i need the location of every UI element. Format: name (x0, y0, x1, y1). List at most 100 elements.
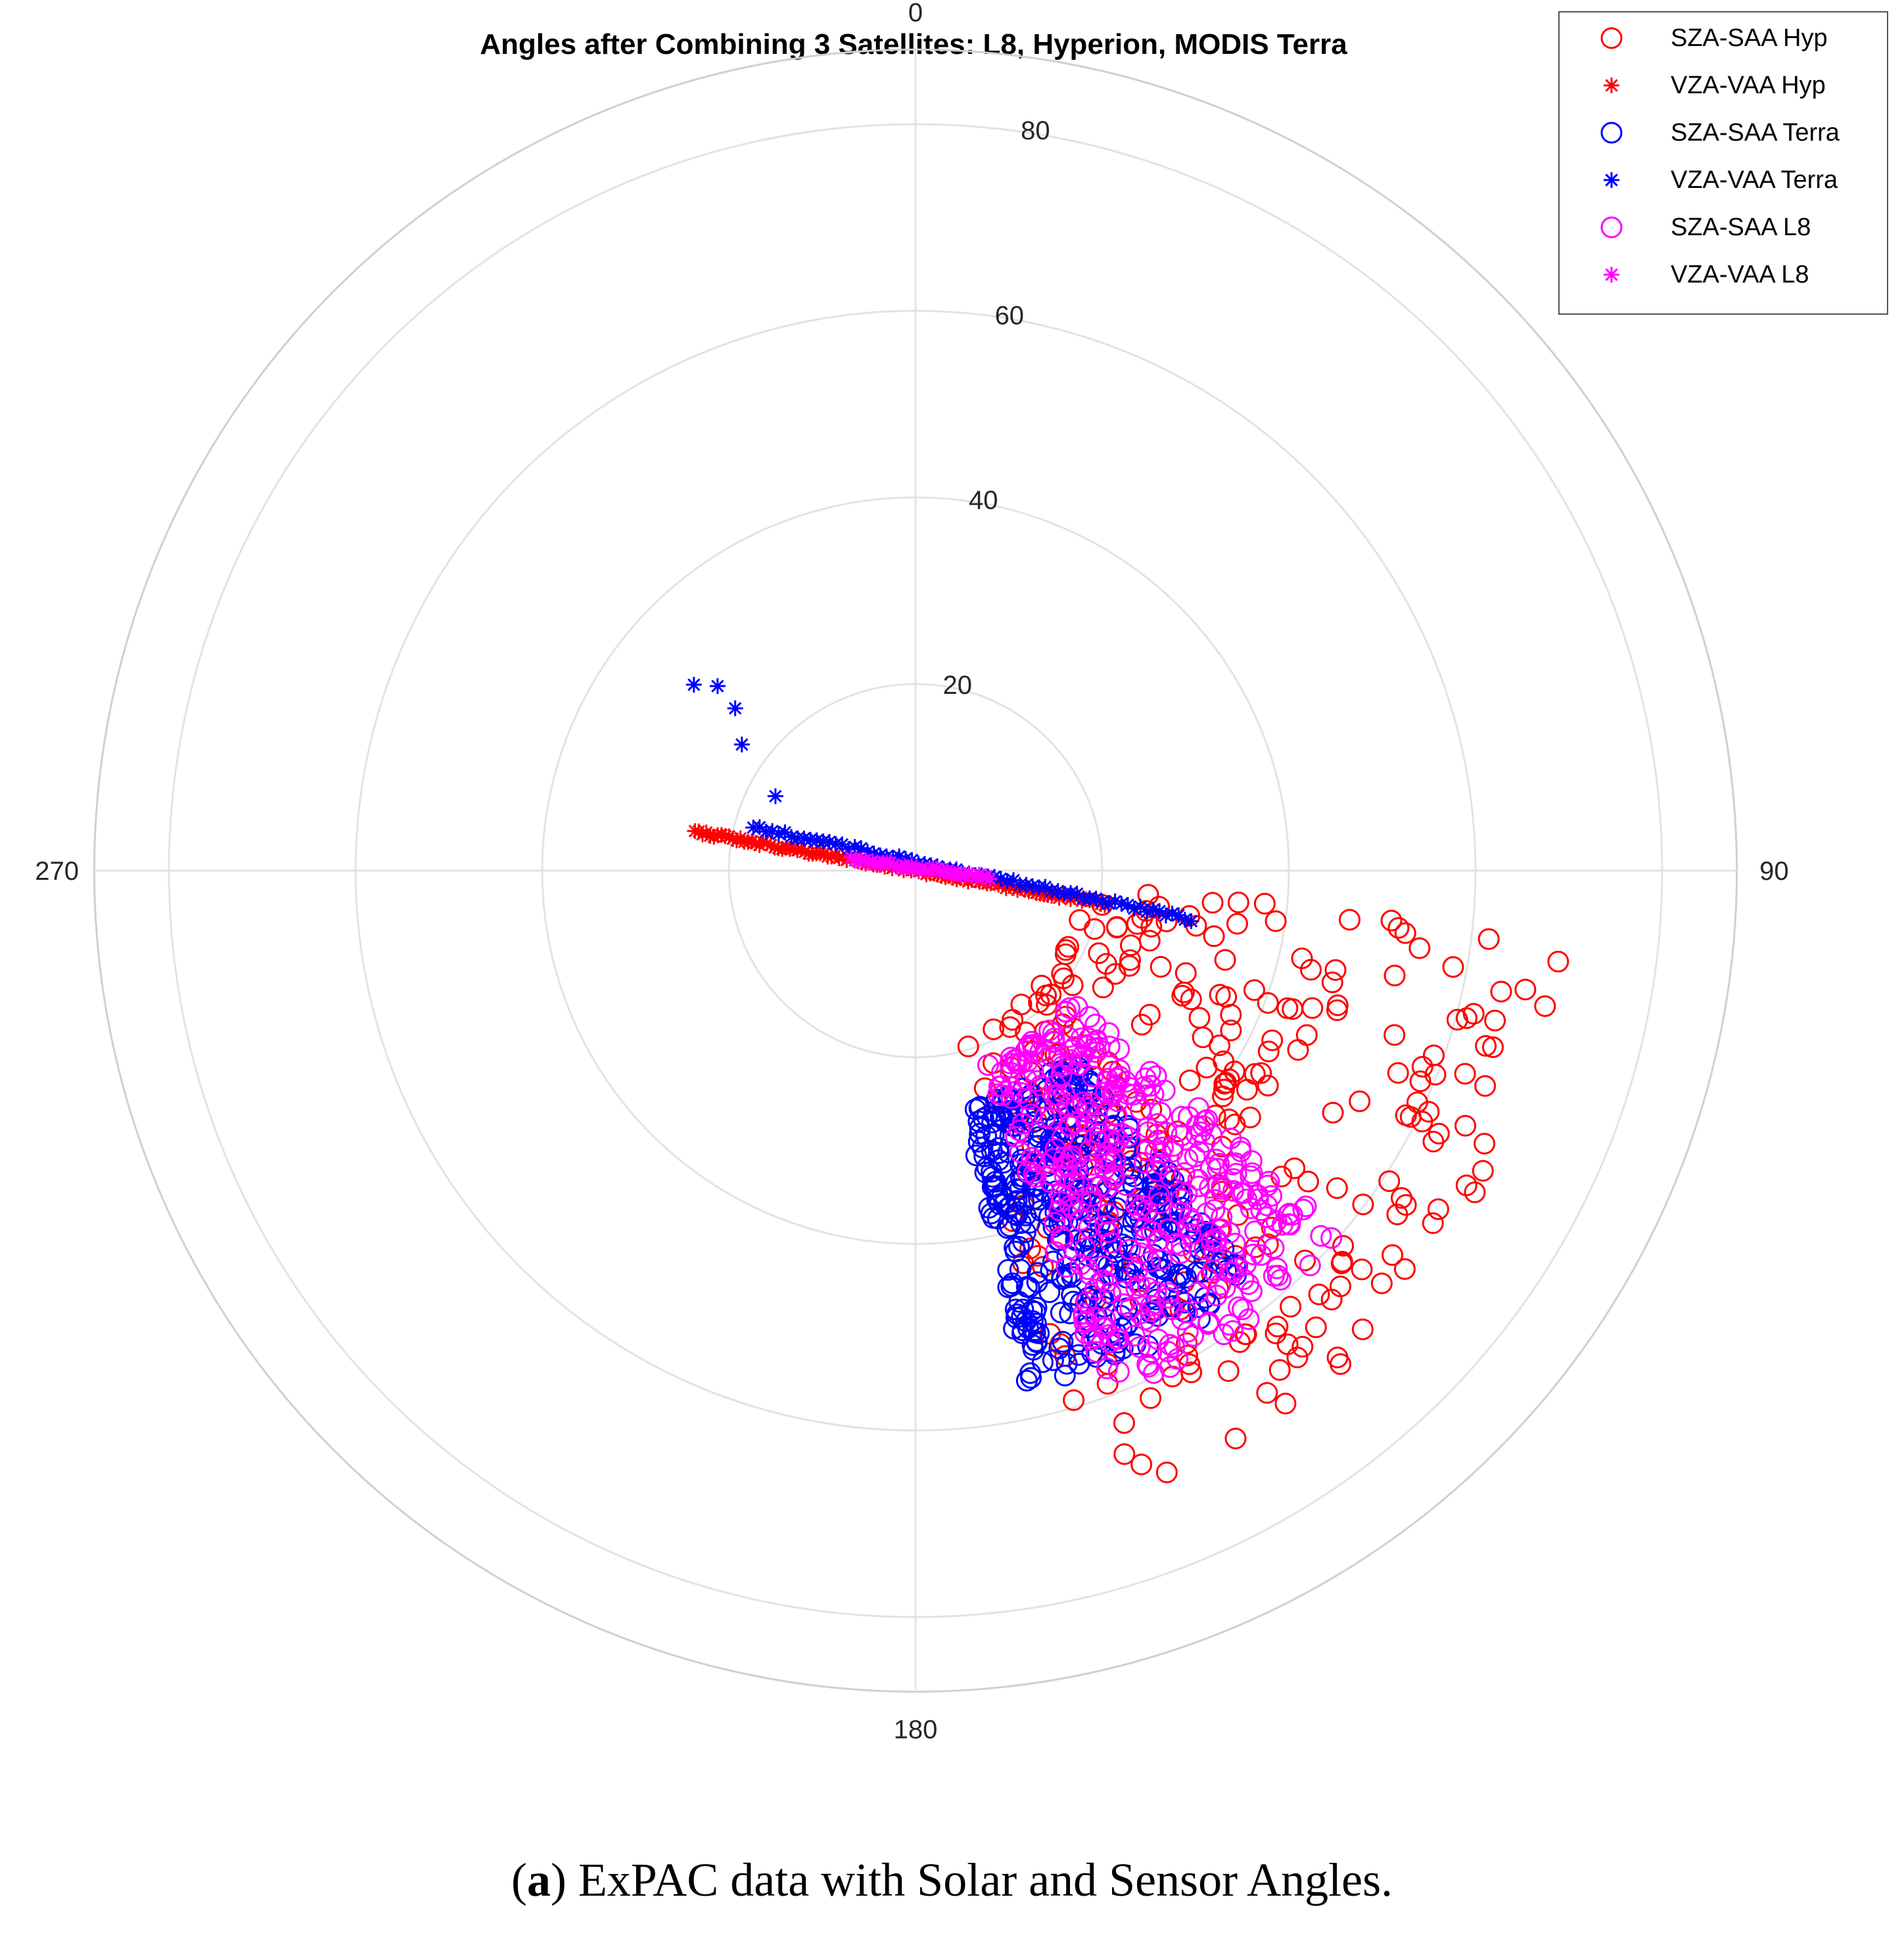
r-tick-label: 80 (1021, 116, 1050, 145)
data-point (1454, 1063, 1476, 1085)
data-point (1161, 1298, 1183, 1321)
data-point (767, 788, 783, 804)
data-point (992, 1152, 1015, 1174)
data-point (1261, 1029, 1284, 1051)
data-point (1225, 1162, 1247, 1185)
data-point (1080, 1092, 1102, 1114)
data-point (1076, 1227, 1098, 1250)
series-vza-vaa-terra (685, 677, 1199, 929)
data-point (1324, 959, 1347, 981)
data-point (1107, 1361, 1130, 1383)
data-point (1171, 984, 1194, 1007)
data-point (1604, 78, 1619, 93)
data-point (1070, 1190, 1092, 1212)
data-point (1056, 1256, 1078, 1278)
data-point (1442, 956, 1464, 978)
data-point (1217, 1360, 1240, 1383)
data-point (1424, 1063, 1447, 1086)
data-point (1268, 1359, 1291, 1381)
data-point (1082, 1154, 1104, 1176)
data-point (1063, 1171, 1085, 1193)
legend-label: VZA-VAA Hyp (1671, 72, 1826, 99)
data-point (1190, 1261, 1213, 1283)
data-point (1079, 1006, 1101, 1028)
r-tick-label: 60 (995, 301, 1025, 330)
data-point (1155, 1461, 1178, 1484)
data-point (1080, 1191, 1102, 1213)
data-point (1062, 1198, 1084, 1220)
data-point (1224, 1427, 1247, 1450)
data-point (1049, 1183, 1071, 1205)
data-point (1117, 1083, 1139, 1105)
data-point (1017, 1034, 1040, 1057)
data-point (1052, 1156, 1075, 1179)
data-point (1455, 1007, 1477, 1030)
data-point (1015, 1068, 1038, 1091)
data-point (1145, 1289, 1167, 1311)
data-point (1140, 1074, 1162, 1097)
data-point (1395, 1194, 1417, 1216)
data-point (1300, 959, 1322, 981)
data-point (1028, 991, 1050, 1013)
data-point (1240, 1280, 1263, 1302)
data-point (1021, 1147, 1043, 1169)
data-point (1029, 1041, 1052, 1063)
data-point (1082, 1065, 1104, 1087)
data-point (1074, 1237, 1096, 1260)
tick-labels: 0 90 180 270 20 40 60 80 (35, 0, 1788, 1744)
data-point (1149, 1142, 1172, 1164)
data-point (969, 1116, 991, 1139)
data-point (1098, 1036, 1121, 1058)
data-point (1149, 1258, 1172, 1280)
data-point (1201, 1229, 1223, 1252)
data-point (1145, 902, 1161, 918)
data-point (1176, 1183, 1198, 1205)
data-point (1159, 1165, 1181, 1187)
data-point (1222, 1153, 1244, 1176)
data-point (1044, 1241, 1067, 1264)
data-point (1203, 925, 1225, 948)
data-point (1149, 955, 1172, 978)
data-point (1059, 1049, 1081, 1071)
legend-label: SZA-SAA Hyp (1671, 24, 1828, 52)
data-point (1250, 1199, 1272, 1222)
data-point (1514, 978, 1537, 1001)
data-point (1025, 1312, 1047, 1335)
r-tick-label: 40 (969, 486, 998, 515)
data-point (1294, 1249, 1316, 1271)
data-point (1188, 1141, 1211, 1164)
data-point (1255, 1206, 1278, 1228)
data-point (1105, 1103, 1128, 1126)
data-point (1021, 1334, 1044, 1356)
data-point (1009, 1141, 1031, 1164)
data-point (1320, 1227, 1343, 1249)
data-point (1125, 1194, 1147, 1216)
data-point (1187, 1168, 1209, 1191)
data-point (1006, 872, 1022, 888)
data-point (1150, 1248, 1173, 1271)
data-point (1188, 1007, 1211, 1029)
data-point (1134, 1217, 1156, 1239)
data-point (1274, 1392, 1297, 1415)
data-point (957, 1036, 979, 1058)
data-point (1282, 998, 1304, 1020)
data-point (1167, 1218, 1190, 1240)
data-point (1094, 1215, 1116, 1237)
data-point (1383, 1024, 1406, 1046)
data-point (1226, 913, 1248, 935)
data-point (1330, 1252, 1353, 1275)
data-point (1326, 1346, 1349, 1369)
data-point (1148, 1184, 1171, 1206)
data-point (1140, 1387, 1162, 1409)
data-point (1604, 267, 1619, 283)
data-point (1019, 1237, 1042, 1260)
data-point (1286, 1346, 1309, 1369)
data-point (1139, 1250, 1161, 1273)
data-point (1096, 1373, 1119, 1395)
data-point (1600, 216, 1623, 239)
data-point (1031, 974, 1053, 997)
data-point (1024, 1321, 1046, 1344)
data-point (1040, 1164, 1063, 1186)
data-point (983, 1018, 1005, 1040)
data-point (1261, 1185, 1283, 1207)
